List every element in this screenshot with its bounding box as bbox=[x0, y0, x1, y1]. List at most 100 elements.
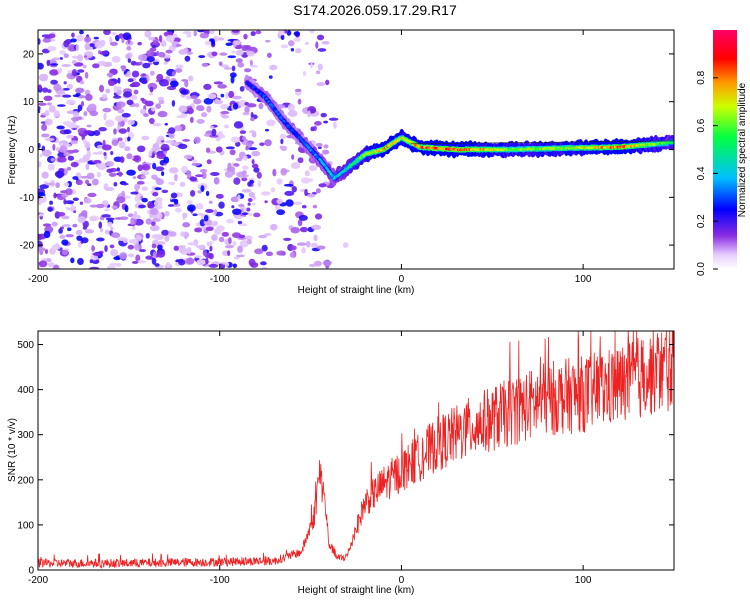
spectrogram-noise-blob bbox=[174, 173, 178, 182]
spectrogram-noise-blob bbox=[305, 240, 311, 248]
spectrogram-noise-blob bbox=[123, 116, 128, 123]
spectrogram-noise-blob bbox=[77, 104, 83, 112]
spectrogram-noise-blob bbox=[233, 177, 241, 185]
spectrogram-noise-blob bbox=[247, 202, 251, 206]
spectrogram-noise-blob bbox=[141, 79, 148, 85]
spectrogram-noise-blob bbox=[251, 163, 259, 169]
spectrogram-noise-blob bbox=[205, 147, 211, 153]
spectrogram-noise-blob bbox=[153, 146, 163, 150]
spectrogram-noise-blob bbox=[186, 51, 193, 55]
spectrogram-noise-blob bbox=[261, 244, 268, 252]
spectrogram-noise-blob bbox=[121, 65, 127, 72]
spectrogram-noise-blob bbox=[208, 200, 213, 204]
spectrogram-noise-blob bbox=[73, 62, 84, 67]
colorbar-tick-label: 0.8 bbox=[696, 70, 707, 84]
spectrogram-noise-blob bbox=[118, 128, 128, 134]
spectrogram-noise-blob bbox=[268, 75, 273, 79]
spectrogram-noise-blob bbox=[250, 116, 255, 122]
spectrogram-noise-blob bbox=[274, 203, 281, 211]
spectrogram-noise-blob bbox=[63, 182, 70, 187]
spectrogram-noise-blob bbox=[38, 240, 43, 249]
spectrogram-noise-blob bbox=[107, 221, 113, 228]
spectrogram-noise-blob bbox=[310, 242, 318, 248]
spectrogram-noise-blob bbox=[60, 92, 66, 96]
spectrogram-noise-blob bbox=[285, 199, 294, 207]
spectrogram-noise-blob bbox=[216, 225, 225, 232]
spectrogram-noise-blob bbox=[48, 33, 56, 39]
spectrogram-noise-blob bbox=[59, 145, 68, 153]
spectrogram-noise-blob bbox=[61, 193, 69, 198]
spectrogram-noise-blob bbox=[41, 87, 49, 93]
spectrogram-noise-blob bbox=[75, 34, 84, 42]
spectrogram-noise-blob bbox=[197, 105, 205, 112]
spectrogram-noise-blob bbox=[148, 150, 153, 157]
spectrogram-noise-blob bbox=[77, 69, 85, 73]
spectrogram-noise-blob bbox=[75, 229, 83, 236]
spectrogram-noise-blob bbox=[99, 50, 109, 56]
spectrogram-noise-blob bbox=[63, 152, 71, 157]
spectrogram-noise-blob bbox=[183, 47, 189, 54]
spectrogram-noise-blob bbox=[136, 145, 146, 153]
spectrogram-noise-blob bbox=[48, 105, 56, 113]
spectrogram-noise-blob bbox=[239, 223, 248, 227]
spectrogram-noise-blob bbox=[136, 260, 147, 264]
spectrogram-noise-blob bbox=[305, 41, 310, 45]
spectrogram-noise-blob bbox=[204, 257, 209, 265]
spectrogram-guide-line bbox=[410, 140, 674, 145]
snr-series-line bbox=[38, 331, 674, 570]
spectrogram-noise-blob bbox=[255, 30, 262, 35]
spectrogram-noise-blob bbox=[248, 212, 253, 216]
spectrogram-noise-blob bbox=[242, 112, 250, 116]
spectrogram-noise-blob bbox=[152, 191, 159, 197]
spectrogram-noise-blob bbox=[160, 40, 167, 47]
spectrogram-noise-blob bbox=[233, 163, 240, 167]
spectrogram-noise-blob bbox=[132, 176, 137, 179]
spectrogram-noise-blob bbox=[213, 177, 220, 185]
spectrogram-noise-blob bbox=[69, 140, 79, 145]
spectrogram-noise-blob bbox=[130, 191, 139, 195]
spectrogram-noise-blob bbox=[182, 139, 191, 142]
spectrogram-noise-blob bbox=[117, 137, 123, 142]
spectrogram-noise-blob bbox=[220, 110, 230, 115]
spectrogram-noise-blob bbox=[113, 181, 118, 187]
spectrogram-noise-blob bbox=[84, 36, 92, 43]
spectrogram-x-tick-label: 100 bbox=[575, 274, 592, 285]
spectrogram-noise-blob bbox=[194, 174, 204, 178]
spectrogram-noise-blob bbox=[96, 171, 102, 178]
spectrogram-noise-blob bbox=[197, 190, 202, 194]
spectrogram-noise-blob bbox=[227, 250, 231, 256]
spectrogram-noise-blob bbox=[175, 44, 182, 47]
spectrogram-noise-blob bbox=[217, 84, 227, 89]
spectrogram-noise-blob bbox=[61, 224, 71, 228]
spectrogram-noise-blob bbox=[316, 82, 326, 87]
spectrogram-noise-blob bbox=[79, 201, 84, 205]
spectrogram-noise-blob bbox=[259, 142, 265, 146]
spectrogram-noise-blob bbox=[138, 249, 147, 253]
spectrogram-noise-blob bbox=[247, 198, 253, 203]
spectrogram-noise-blob bbox=[213, 81, 223, 85]
spectrogram-noise-blob bbox=[59, 234, 66, 240]
snr-x-axis-label: Height of straight line (km) bbox=[298, 585, 415, 596]
spectrogram-noise-blob bbox=[49, 200, 53, 205]
snr-x-tick-label: -200 bbox=[28, 575, 48, 586]
spectrogram-noise-blob bbox=[127, 136, 131, 142]
spectrogram-noise-blob bbox=[241, 136, 247, 141]
spectrogram-noise-blob bbox=[186, 107, 194, 115]
spectrogram-noise-blob bbox=[315, 142, 323, 147]
spectrogram-noise-blob bbox=[146, 75, 150, 82]
spectrogram-noise-blob bbox=[310, 126, 315, 132]
spectrogram-noise-blob bbox=[205, 226, 214, 232]
spectrogram-noise-blob bbox=[314, 121, 322, 126]
spectrogram-noise-blob bbox=[226, 166, 236, 172]
spectrogram-noise-blob bbox=[262, 266, 267, 269]
spectrogram-noise-blob bbox=[134, 243, 142, 251]
spectrogram-noise-blob bbox=[126, 153, 133, 160]
spectrogram-noise-blob bbox=[86, 124, 92, 128]
spectrogram-noise-blob bbox=[302, 70, 306, 76]
spectrogram-noise-blob bbox=[206, 241, 214, 244]
spectrogram-noise-blob bbox=[201, 171, 207, 180]
spectrogram-noise-blob bbox=[89, 259, 94, 264]
spectrogram-noise-blob bbox=[109, 41, 118, 46]
spectrogram-noise-blob bbox=[65, 200, 75, 205]
colorbar-gradient bbox=[713, 30, 737, 269]
